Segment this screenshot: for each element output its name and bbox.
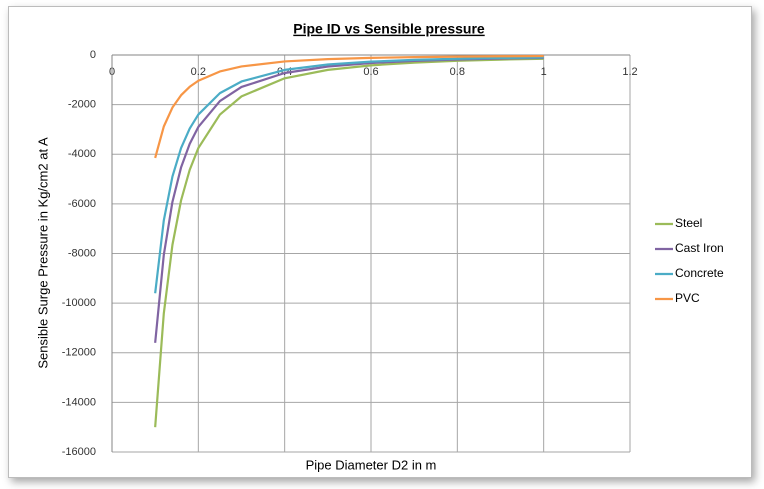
legend-label: Concrete — [675, 266, 724, 280]
y-tick-label: 0 — [90, 49, 96, 61]
series-line — [154, 54, 544, 159]
y-tick-label: -10000 — [62, 297, 96, 309]
legend-label: Cast Iron — [675, 241, 724, 255]
series-line — [154, 57, 544, 428]
x-tick-label: 0.2 — [191, 66, 206, 78]
y-tick-label: -6000 — [68, 198, 96, 210]
chart-frame — [8, 6, 752, 478]
legend-label: PVC — [675, 291, 700, 305]
series-line — [154, 56, 544, 294]
y-tick-label: -12000 — [62, 347, 96, 359]
legend-label: Steel — [675, 216, 702, 230]
y-tick-label: -16000 — [62, 446, 96, 458]
x-tick-label: 0.8 — [450, 66, 465, 78]
y-tick-label: -2000 — [68, 99, 96, 111]
y-axis-label: Sensible Surge Pressure in Kg/cm2 at A — [35, 137, 50, 369]
x-tick-label: 0.6 — [363, 66, 378, 78]
x-tick-label: 1.2 — [622, 66, 637, 78]
x-axis-label: Pipe Diameter D2 in m — [306, 457, 437, 472]
chart-title: Pipe ID vs Sensible pressure — [293, 21, 485, 37]
y-tick-label: -14000 — [62, 396, 96, 408]
y-tick-label: -8000 — [68, 247, 96, 259]
y-tick-label: -4000 — [68, 148, 96, 160]
x-tick-label: 1 — [541, 66, 547, 78]
